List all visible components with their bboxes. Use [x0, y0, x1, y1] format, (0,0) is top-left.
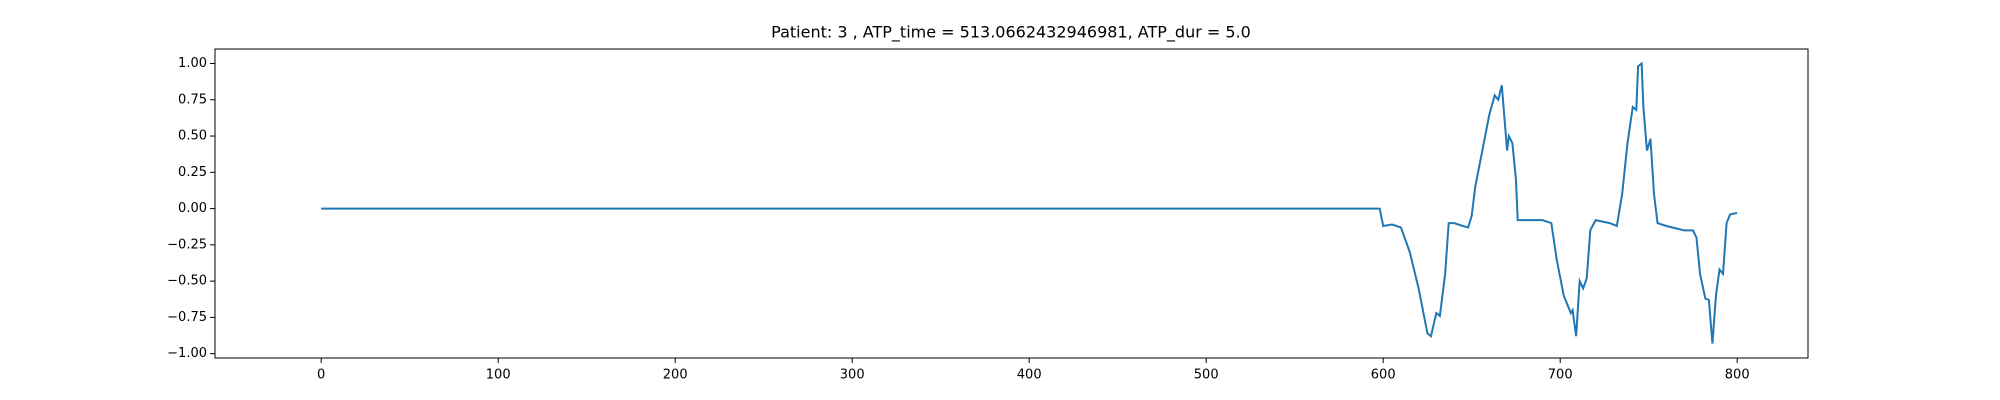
y-tick-label: −0.75 [167, 310, 207, 325]
plot-frame [214, 48, 1809, 359]
x-tick-label: 0 [317, 368, 325, 383]
x-tick-label: 200 [663, 368, 688, 383]
x-tick-label: 400 [1017, 368, 1042, 383]
x-tick-label: 100 [486, 368, 511, 383]
x-tick-label: 300 [840, 368, 865, 383]
chart-title: Patient: 3 , ATP_time = 513.066243294698… [771, 23, 1251, 43]
y-tick-label: 0.25 [178, 165, 207, 180]
y-tick-label: 1.00 [178, 56, 207, 71]
y-tick-label: 0.00 [178, 201, 207, 216]
x-tick-label: 500 [1194, 368, 1219, 383]
x-tick-label: 700 [1548, 368, 1573, 383]
y-tick-label: −0.25 [167, 237, 207, 252]
x-tick-label: 600 [1371, 368, 1396, 383]
line [321, 61, 1738, 344]
x-tick-label: 800 [1725, 368, 1750, 383]
y-tick-label: 0.50 [178, 129, 207, 144]
y-tick-label: −1.00 [167, 346, 207, 361]
y-tick-label: −0.50 [167, 274, 207, 289]
y-tick-label: 0.75 [178, 92, 207, 107]
